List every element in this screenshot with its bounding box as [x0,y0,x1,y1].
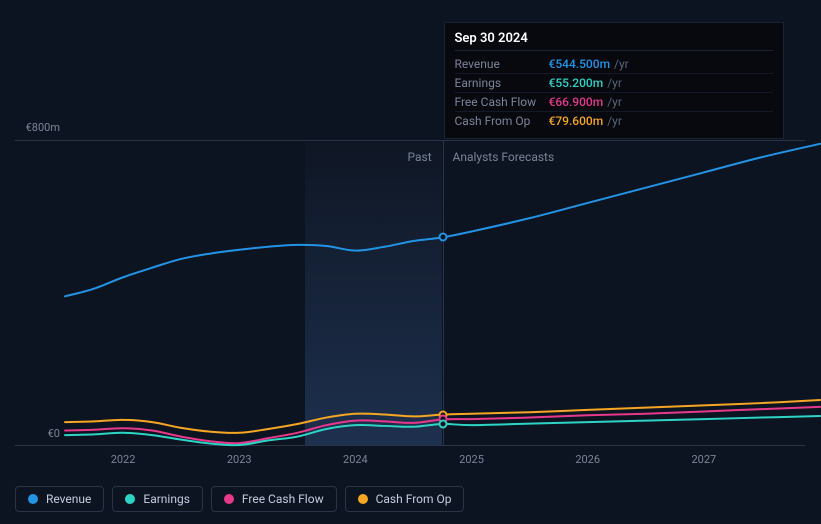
legend-item-earnings[interactable]: Earnings [112,486,203,512]
tooltip-row: Free Cash Flow€66.900m/yr [455,93,773,112]
tooltip-row-value: €544.500m [549,57,611,71]
x-tick-label: 2027 [691,453,716,466]
legend-swatch [224,494,234,504]
x-tick-label: 2026 [575,453,600,466]
tooltip-row-unit: /yr [607,114,622,128]
tooltip-row: Revenue€544.500m/yr [455,55,773,74]
legend-label: Earnings [143,492,190,506]
legend-item-free-cash-flow[interactable]: Free Cash Flow [211,486,337,512]
tooltip-row-value: €66.900m [549,95,604,109]
legend-swatch [125,494,135,504]
x-tick-label: 2023 [227,453,252,466]
tooltip-row-label: Earnings [455,76,549,90]
chart-tooltip: Sep 30 2024 Revenue€544.500m/yrEarnings€… [444,22,784,139]
tooltip-row-unit: /yr [607,76,622,90]
tooltip-row-label: Revenue [455,57,549,71]
tooltip-date: Sep 30 2024 [455,31,773,51]
chart-legend: Revenue Earnings Free Cash Flow Cash Fro… [15,486,464,512]
tooltip-row-label: Free Cash Flow [455,95,549,109]
legend-label: Cash From Op [376,492,452,506]
tooltip-row-value: €79.600m [549,114,604,128]
legend-label: Revenue [46,492,91,506]
x-tick-label: 2025 [459,453,484,466]
x-tick-label: 2024 [343,453,368,466]
tooltip-row: Cash From Op€79.600m/yr [455,112,773,130]
legend-item-revenue[interactable]: Revenue [15,486,104,512]
financials-chart: €800m €0 Past Analysts Forecasts 2022202… [15,0,805,470]
legend-swatch [28,494,38,504]
marker-earnings [438,419,447,428]
tooltip-row: Earnings€55.200m/yr [455,74,773,93]
tooltip-row-unit: /yr [614,57,629,71]
x-tick-label: 2022 [111,453,136,466]
tooltip-row-label: Cash From Op [455,114,549,128]
legend-swatch [358,494,368,504]
tooltip-row-unit: /yr [607,95,622,109]
legend-label: Free Cash Flow [242,492,324,506]
tooltip-row-value: €55.200m [549,76,604,90]
marker-revenue [438,233,447,242]
series-revenue [65,144,820,297]
legend-item-cash-from-op[interactable]: Cash From Op [345,486,465,512]
